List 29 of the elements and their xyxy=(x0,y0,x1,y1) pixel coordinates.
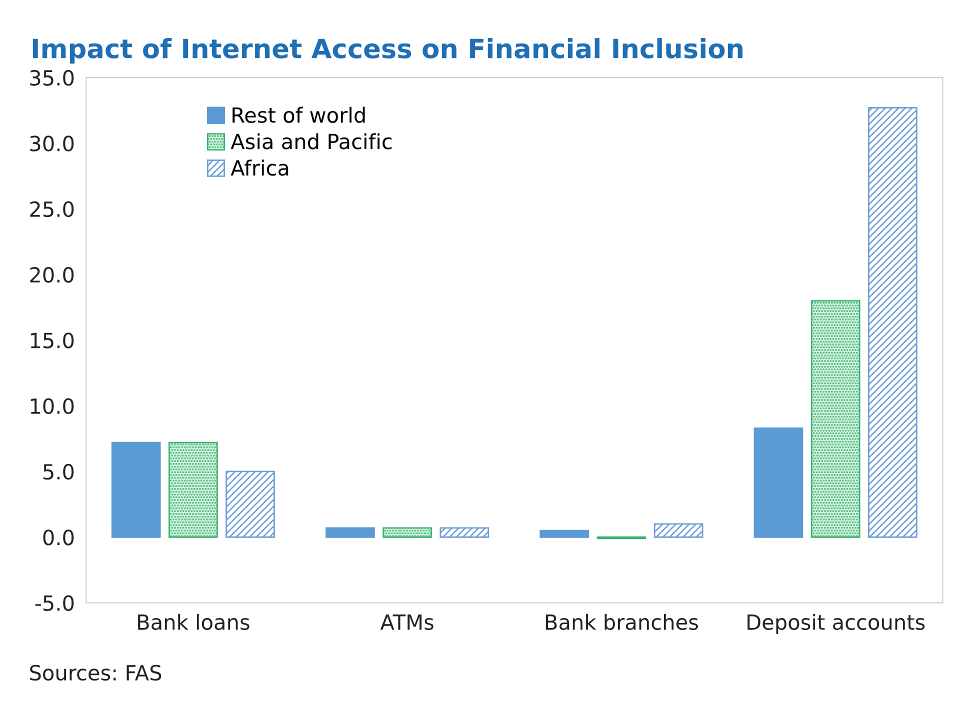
legend-label: Africa xyxy=(230,160,288,176)
x-tick-label: ATMs xyxy=(380,614,434,630)
x-tick-label: Deposit accounts xyxy=(748,614,925,634)
bar xyxy=(382,527,432,538)
legend-label: Rest of world xyxy=(232,106,365,123)
bar xyxy=(540,530,590,538)
bar xyxy=(440,527,490,538)
bar xyxy=(654,523,704,538)
y-tick-label: 5.0 xyxy=(43,464,74,480)
y-tick-label: 30.0 xyxy=(30,136,74,152)
legend-label: Asia and Pacific xyxy=(230,133,392,150)
y-tick-label: 0.0 xyxy=(43,530,74,546)
y-tick-label: 15.0 xyxy=(30,332,74,348)
bar xyxy=(226,470,275,538)
bar xyxy=(111,442,161,538)
x-tick-label: Bank branches xyxy=(546,614,698,630)
bar xyxy=(168,442,218,538)
source-note: Sources: FAS xyxy=(30,664,162,681)
chart-title: Impact of Internet Access on Financial Inclusion xyxy=(32,38,743,64)
x-tick-label: Bank loans xyxy=(138,614,250,630)
bar xyxy=(810,300,860,538)
y-tick-label: 25.0 xyxy=(30,201,74,218)
bar xyxy=(868,107,918,538)
y-tick-label: 35.0 xyxy=(30,70,74,86)
bar xyxy=(326,527,375,538)
y-tick-label: -5.0 xyxy=(35,595,74,611)
bar xyxy=(754,427,804,538)
y-tick-label: 20.0 xyxy=(30,266,74,283)
y-tick-label: 10.0 xyxy=(30,398,74,414)
